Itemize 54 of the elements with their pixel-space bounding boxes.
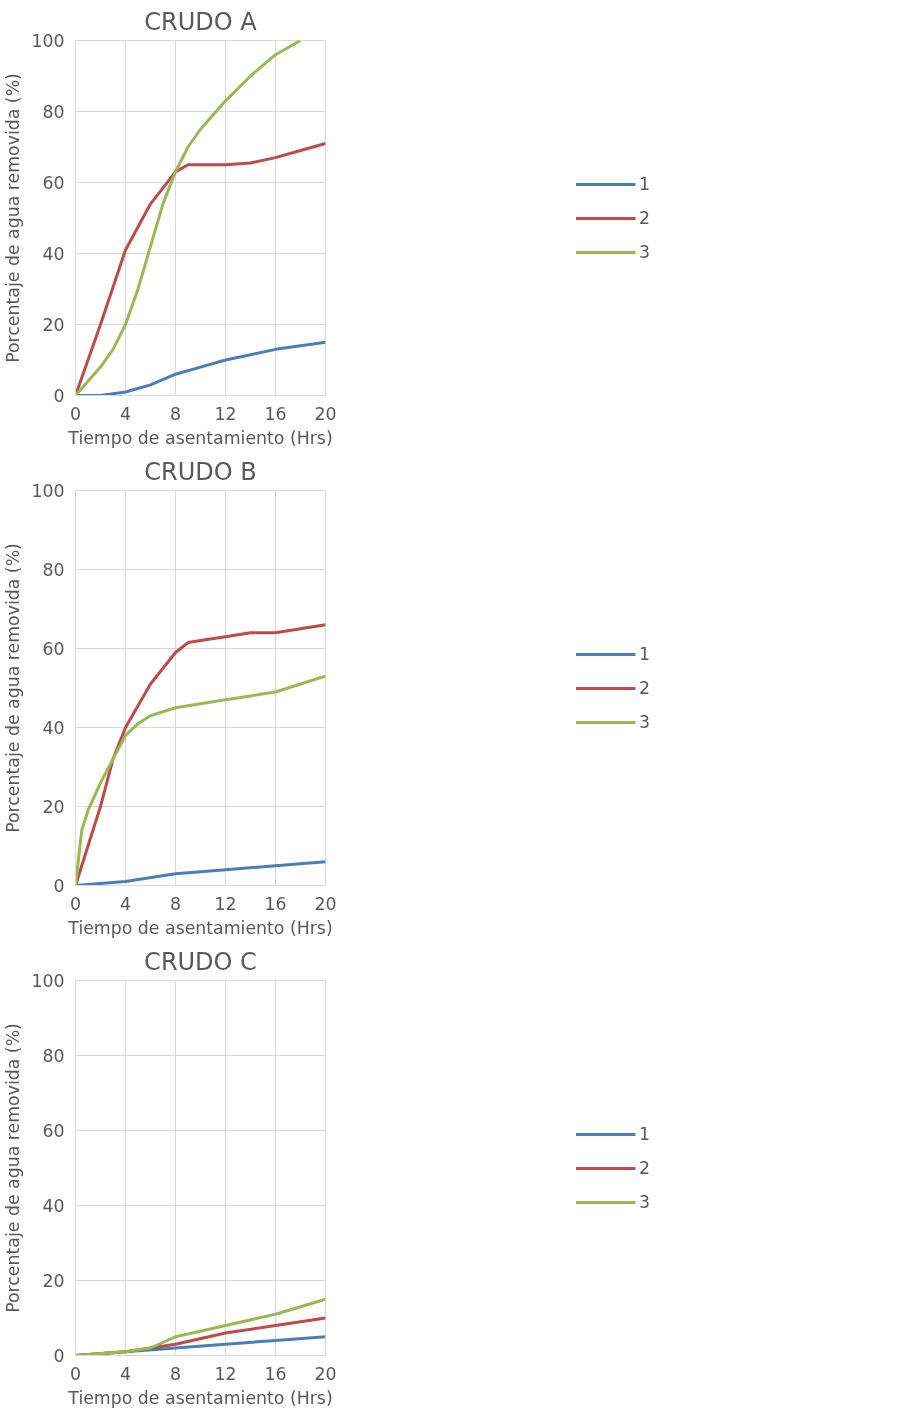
x-tick-label: 12 <box>214 403 237 424</box>
y-tick-label: 100 <box>31 481 65 501</box>
x-tick-label: 4 <box>119 893 132 914</box>
legend-label: 2 <box>638 1157 651 1178</box>
y-tick-label: 60 <box>42 173 65 193</box>
x-tick-label: 16 <box>264 1363 287 1384</box>
y-tick-label: 40 <box>42 718 65 738</box>
y-tick-label: 60 <box>42 639 65 659</box>
y-axis-title: Porcentaje de agua removida (%) <box>3 543 24 833</box>
legend-label: 2 <box>638 677 651 698</box>
x-tick-label: 0 <box>69 893 82 914</box>
y-tick-label: 20 <box>42 315 65 335</box>
x-tick-label: 8 <box>169 893 182 914</box>
chart-title: CRUDO B <box>144 457 257 486</box>
x-axis-title: Tiempo de asentamiento (Hrs) <box>67 917 333 938</box>
x-tick-label: 20 <box>314 893 337 914</box>
legend-label: 1 <box>638 1123 651 1144</box>
y-tick-label: 40 <box>42 244 65 264</box>
x-tick-label: 16 <box>264 403 287 424</box>
x-tick-label: 0 <box>69 403 82 424</box>
x-tick-label: 12 <box>214 1363 237 1384</box>
legend-label: 3 <box>638 711 651 732</box>
y-tick-label: 40 <box>42 1196 65 1216</box>
y-tick-label: 0 <box>53 1346 65 1366</box>
chart-title: CRUDO C <box>144 947 257 976</box>
legend-label: 1 <box>638 173 651 194</box>
x-tick-label: 8 <box>169 1363 182 1384</box>
y-tick-label: 80 <box>42 560 65 580</box>
x-tick-label: 4 <box>119 1363 132 1384</box>
x-tick-label: 20 <box>314 403 337 424</box>
x-axis-title: Tiempo de asentamiento (Hrs) <box>67 427 333 448</box>
x-tick-label: 8 <box>169 403 182 424</box>
y-tick-label: 60 <box>42 1121 65 1141</box>
x-axis-title: Tiempo de asentamiento (Hrs) <box>67 1387 333 1408</box>
x-tick-label: 16 <box>264 893 287 914</box>
x-tick-label: 12 <box>214 893 237 914</box>
y-tick-label: 20 <box>42 1271 65 1291</box>
y-tick-label: 0 <box>53 876 65 896</box>
legend-label: 2 <box>638 207 651 228</box>
y-tick-label: 80 <box>42 1046 65 1066</box>
y-tick-label: 100 <box>31 971 65 991</box>
y-tick-label: 80 <box>42 102 65 122</box>
y-tick-label: 20 <box>42 797 65 817</box>
x-tick-label: 0 <box>69 1363 82 1384</box>
y-tick-label: 0 <box>53 386 65 406</box>
y-axis-title: Porcentaje de agua removida (%) <box>3 73 24 363</box>
x-tick-label: 20 <box>314 1363 337 1384</box>
chart-title: CRUDO A <box>144 7 258 36</box>
legend-label: 3 <box>638 241 651 262</box>
legend-label: 1 <box>638 643 651 664</box>
x-tick-label: 4 <box>119 403 132 424</box>
y-axis-title: Porcentaje de agua removida (%) <box>3 1023 24 1313</box>
legend-label: 3 <box>638 1191 651 1212</box>
y-tick-label: 100 <box>31 31 65 51</box>
